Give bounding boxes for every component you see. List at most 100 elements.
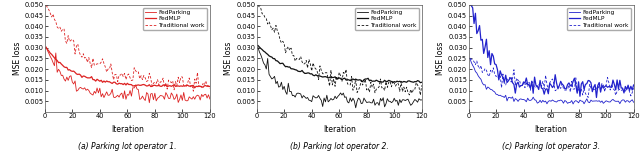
FedMLP [593, 96, 600, 98]
FedMLP [133, 84, 141, 86]
FedMLP [579, 81, 586, 83]
Traditional work [345, 83, 353, 85]
Traditional work [626, 91, 634, 93]
FedParking [418, 99, 426, 101]
Traditional work [383, 86, 391, 88]
Line: FedMLP: FedMLP [258, 46, 422, 83]
Line: FedParking: FedParking [470, 58, 634, 104]
Traditional work [155, 84, 163, 86]
Legend: FedParking, FedMLP, Traditional work: FedParking, FedMLP, Traditional work [143, 8, 207, 30]
FedParking [352, 107, 360, 109]
Traditional work [500, 83, 508, 84]
FedParking [466, 57, 474, 59]
Traditional work [289, 54, 296, 56]
Traditional work [206, 88, 214, 90]
FedMLP [418, 81, 426, 83]
Line: Traditional work: Traditional work [46, 5, 210, 91]
Traditional work [412, 82, 420, 84]
Traditional work [254, 4, 262, 6]
FedParking [414, 101, 422, 103]
Traditional work [202, 80, 209, 82]
FedMLP [202, 85, 209, 87]
Traditional work [189, 90, 197, 92]
FedParking [298, 97, 306, 99]
FedParking [557, 99, 564, 101]
Traditional work [417, 94, 424, 96]
FedMLP [191, 87, 198, 89]
Traditional work [298, 61, 306, 63]
FedParking [42, 46, 50, 48]
FedParking [157, 95, 164, 96]
FedMLP [596, 91, 604, 93]
FedMLP [557, 80, 564, 82]
FedMLP [254, 45, 262, 47]
Title: (a) Parking lot operator 1.: (a) Parking lot operator 1. [78, 142, 177, 151]
Traditional work [510, 69, 518, 71]
Title: (c) Parking lot operator 3.: (c) Parking lot operator 3. [502, 142, 600, 151]
Traditional work [172, 81, 179, 83]
FedParking [510, 100, 518, 102]
FedMLP [298, 69, 306, 71]
Line: FedMLP: FedMLP [46, 48, 210, 88]
FedParking [345, 102, 353, 104]
Y-axis label: MSE loss: MSE loss [225, 42, 234, 75]
Legend: FedParking, FedMLP, Traditional work: FedParking, FedMLP, Traditional work [567, 8, 630, 30]
FedParking [369, 102, 376, 104]
FedMLP [345, 79, 353, 81]
Traditional work [557, 88, 564, 89]
Traditional work [630, 87, 637, 89]
FedMLP [626, 89, 634, 91]
FedParking [630, 101, 637, 103]
Y-axis label: MSE loss: MSE loss [13, 42, 22, 75]
Traditional work [584, 96, 592, 98]
Traditional work [418, 84, 426, 86]
FedParking [173, 93, 180, 95]
FedMLP [289, 68, 296, 70]
FedMLP [417, 82, 424, 84]
FedParking [580, 103, 588, 105]
Traditional work [466, 58, 474, 60]
FedParking [569, 103, 577, 105]
Y-axis label: MSE loss: MSE loss [436, 42, 445, 75]
FedParking [202, 93, 209, 95]
FedMLP [510, 84, 518, 85]
FedParking [500, 96, 508, 98]
Line: FedParking: FedParking [46, 47, 210, 103]
FedParking [626, 101, 634, 103]
FedParking [206, 98, 214, 100]
FedMLP [412, 81, 420, 83]
FedParking [596, 101, 604, 103]
Traditional work [86, 62, 94, 64]
Line: Traditional work: Traditional work [470, 59, 634, 97]
FedMLP [206, 86, 214, 88]
X-axis label: Iteration: Iteration [534, 125, 568, 134]
FedMLP [42, 47, 50, 48]
Legend: FedParking, FedMLP, Traditional work: FedParking, FedMLP, Traditional work [355, 8, 419, 30]
FedMLP [77, 74, 84, 76]
Line: FedParking: FedParking [258, 48, 422, 108]
Traditional work [367, 81, 374, 83]
FedParking [289, 95, 296, 97]
Title: (b) Parking lot operator 2.: (b) Parking lot operator 2. [290, 142, 388, 151]
FedMLP [172, 85, 179, 87]
FedMLP [86, 77, 94, 79]
FedMLP [383, 80, 391, 82]
FedMLP [155, 84, 163, 86]
FedMLP [630, 84, 637, 86]
FedMLP [367, 79, 374, 81]
FedParking [133, 88, 141, 90]
FedMLP [500, 81, 508, 83]
X-axis label: Iteration: Iteration [111, 125, 144, 134]
Line: FedMLP: FedMLP [470, 0, 634, 97]
X-axis label: Iteration: Iteration [323, 125, 356, 134]
Traditional work [42, 4, 50, 6]
Traditional work [579, 94, 586, 96]
Line: Traditional work: Traditional work [258, 5, 422, 95]
FedParking [86, 92, 94, 94]
Traditional work [596, 88, 604, 90]
FedParking [77, 86, 84, 88]
Traditional work [133, 71, 141, 73]
Traditional work [77, 55, 84, 56]
FedParking [254, 47, 262, 48]
FedParking [145, 102, 153, 104]
